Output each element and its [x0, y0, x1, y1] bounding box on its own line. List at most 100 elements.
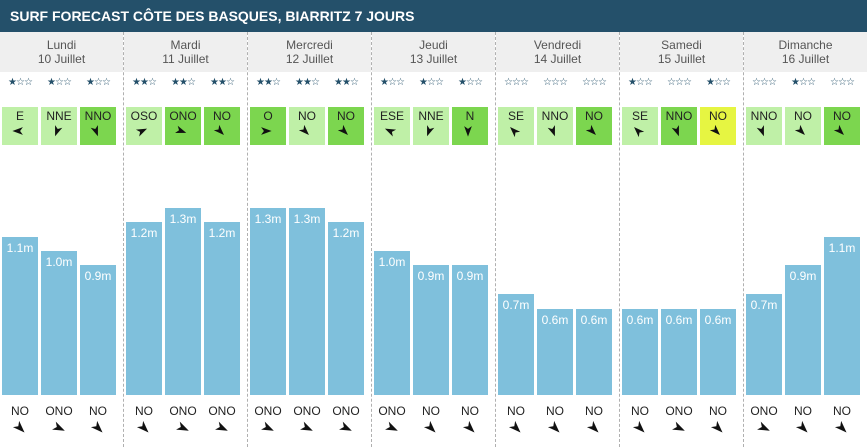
wave-height-bar[interactable]: 1.3m	[165, 208, 201, 395]
wind-cell[interactable]: NNO	[661, 107, 697, 145]
wave-height-bar[interactable]: 0.6m	[622, 309, 658, 395]
wind-cell[interactable]: ESE	[374, 107, 410, 145]
swell-arrow-icon	[52, 421, 65, 431]
wave-height-label: 1.2m	[332, 226, 360, 240]
wind-cell[interactable]: N	[452, 107, 488, 145]
wave-height-bar[interactable]: 0.9m	[452, 265, 488, 395]
swell-arrow-icon	[632, 420, 645, 433]
wave-height-bar[interactable]: 0.9m	[785, 265, 821, 395]
wave-height-bar[interactable]: 1.3m	[250, 208, 286, 395]
wind-arrow-icon	[756, 125, 764, 137]
swell-direction-label: ONO	[665, 404, 693, 418]
wind-cell[interactable]: NO	[328, 107, 364, 145]
wave-height-label: 0.9m	[789, 269, 817, 283]
wind-direction-label: NNO	[665, 109, 693, 123]
wave-height-bar[interactable]: 0.6m	[537, 309, 573, 395]
wind-cell[interactable]: NNE	[413, 107, 449, 145]
wind-cell[interactable]: NNE	[41, 107, 77, 145]
wind-arrow-icon	[634, 127, 645, 138]
swell-direction-label: NO	[794, 404, 812, 418]
wave-height-bar[interactable]: 0.6m	[661, 309, 697, 395]
wave-height-bar[interactable]: 1.1m	[2, 237, 38, 395]
day-column: Vendredi 14 Juillet ☆☆☆ SE 0.7m NO ☆☆☆ NNO 0.6m N…	[496, 32, 620, 447]
wind-cell[interactable]: OSO	[126, 107, 162, 145]
swell-arrow-icon	[385, 421, 398, 431]
wind-direction-label: NNO	[750, 109, 778, 123]
wave-height-bar[interactable]: 0.6m	[576, 309, 612, 395]
wind-cell[interactable]: NO	[289, 107, 325, 145]
forecast-grid: Lundi 10 Juillet ★☆☆ E 1.1m NO ★☆☆ NNE 1.0m ONO ★☆…	[0, 32, 867, 447]
day-column: Lundi 10 Juillet ★☆☆ E 1.1m NO ★☆☆ NNE 1.0m ONO ★☆…	[0, 32, 124, 447]
swell-arrow-icon	[423, 420, 436, 433]
wind-cell[interactable]: E	[2, 107, 38, 145]
wave-height-bar[interactable]: 0.9m	[80, 265, 116, 395]
day-name: Lundi	[46, 38, 77, 52]
wave-height-label: 1.2m	[208, 226, 236, 240]
wave-height-bar[interactable]: 1.0m	[41, 251, 77, 395]
wind-arrow-icon	[384, 128, 397, 137]
wave-height-bar[interactable]: 1.2m	[126, 222, 162, 395]
day-name: Mardi	[170, 38, 201, 52]
wave-height-bar[interactable]: 0.9m	[413, 265, 449, 395]
wave-height-label: 0.6m	[626, 313, 654, 327]
rating-stars: ☆☆☆	[830, 77, 855, 88]
rating-stars: ★★☆	[210, 77, 235, 88]
wind-arrow-icon	[709, 124, 720, 135]
wave-height-label: 1.0m	[45, 255, 73, 269]
day-column: Samedi 15 Juillet ★☆☆ SE 0.6m NO ☆☆☆ NNO 0.6m ONO…	[620, 32, 744, 447]
wave-height-bar[interactable]: 0.7m	[498, 294, 534, 395]
swell-direction-label: NO	[546, 404, 564, 418]
swell-direction-label: NO	[631, 404, 649, 418]
wave-height-bar[interactable]: 1.3m	[289, 208, 325, 395]
wave-height-bar[interactable]: 0.6m	[700, 309, 736, 395]
wave-height-label: 1.1m	[828, 241, 856, 255]
wind-arrow-icon	[464, 126, 472, 137]
wind-arrow-icon	[90, 125, 98, 137]
wind-cell[interactable]: NNO	[746, 107, 782, 145]
day-name: Dimanche	[778, 38, 833, 52]
day-date: 13 Juillet	[409, 52, 458, 66]
wind-arrow-icon	[547, 125, 555, 137]
day-name: Samedi	[661, 38, 702, 52]
rating-stars: ★☆☆	[628, 77, 653, 88]
rating-stars: ★☆☆	[419, 77, 444, 88]
swell-direction-label: ONO	[169, 404, 197, 418]
wind-cell[interactable]: NO	[824, 107, 860, 145]
wave-height-label: 0.6m	[541, 313, 569, 327]
wind-cell[interactable]: NO	[700, 107, 736, 145]
swell-direction-label: ONO	[208, 404, 236, 418]
wave-height-bar[interactable]: 0.7m	[746, 294, 782, 395]
wind-cell[interactable]: SE	[498, 107, 534, 145]
swell-direction-label: ONO	[45, 404, 73, 418]
wind-direction-label: SE	[507, 109, 524, 123]
rating-stars: ☆☆☆	[504, 77, 529, 88]
wind-direction-label: SE	[631, 109, 648, 123]
wind-cell[interactable]: NNO	[537, 107, 573, 145]
wind-direction-label: NNO	[84, 109, 112, 123]
wave-height-bar[interactable]: 1.0m	[374, 251, 410, 395]
wind-arrow-icon	[337, 124, 348, 135]
day-name: Jeudi	[419, 38, 448, 52]
day-header	[620, 32, 743, 72]
wave-height-label: 1.3m	[293, 212, 321, 226]
wind-direction-label: NO	[833, 109, 851, 123]
wind-cell[interactable]: SE	[622, 107, 658, 145]
rating-stars: ☆☆☆	[667, 77, 692, 88]
wind-direction-label: E	[15, 109, 24, 123]
wind-direction-label: NO	[794, 109, 812, 123]
wind-cell[interactable]: NNO	[80, 107, 116, 145]
wave-height-bar[interactable]: 1.1m	[824, 237, 860, 395]
wind-cell[interactable]: NO	[576, 107, 612, 145]
wave-height-bar[interactable]: 1.2m	[328, 222, 364, 395]
day-separator	[371, 32, 372, 447]
wind-cell[interactable]: O	[250, 107, 286, 145]
day-header	[496, 32, 619, 72]
swell-arrow-icon	[136, 420, 149, 433]
wind-cell[interactable]: NO	[204, 107, 240, 145]
wind-cell[interactable]: ONO	[165, 107, 201, 145]
rating-stars: ★★☆	[132, 77, 157, 88]
rating-stars: ★☆☆	[86, 77, 111, 88]
page-title: SURF FORECAST CÔTE DES BASQUES, BIARRITZ…	[0, 0, 867, 32]
wind-cell[interactable]: NO	[785, 107, 821, 145]
wave-height-bar[interactable]: 1.2m	[204, 222, 240, 395]
